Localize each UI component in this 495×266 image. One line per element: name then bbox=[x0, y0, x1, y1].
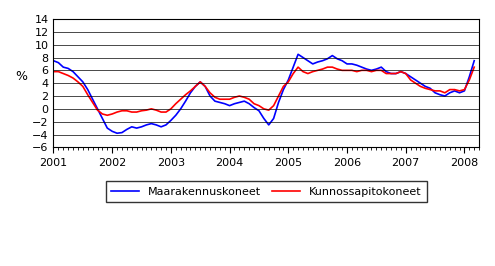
Kunnossapitokoneet bbox=[50, 70, 56, 73]
Kunnossapitokoneet bbox=[124, 109, 130, 112]
Maarakennuskoneet bbox=[266, 123, 272, 127]
Maarakennuskoneet bbox=[295, 53, 301, 56]
Maarakennuskoneet bbox=[178, 107, 184, 110]
Kunnossapitokoneet bbox=[295, 65, 301, 69]
Line: Maarakennuskoneet: Maarakennuskoneet bbox=[53, 54, 474, 133]
Maarakennuskoneet bbox=[471, 59, 477, 62]
Line: Kunnossapitokoneet: Kunnossapitokoneet bbox=[53, 67, 474, 115]
Maarakennuskoneet bbox=[124, 128, 130, 131]
Kunnossapitokoneet bbox=[403, 72, 409, 75]
Maarakennuskoneet bbox=[403, 72, 409, 75]
Maarakennuskoneet bbox=[50, 59, 56, 62]
Maarakennuskoneet bbox=[114, 132, 120, 135]
Maarakennuskoneet bbox=[148, 122, 154, 125]
Maarakennuskoneet bbox=[232, 102, 238, 105]
Legend: Maarakennuskoneet, Kunnossapitokoneet: Maarakennuskoneet, Kunnossapitokoneet bbox=[105, 181, 427, 202]
Kunnossapitokoneet bbox=[471, 65, 477, 69]
Kunnossapitokoneet bbox=[266, 109, 272, 112]
Kunnossapitokoneet bbox=[148, 107, 154, 110]
Y-axis label: %: % bbox=[15, 70, 27, 83]
Kunnossapitokoneet bbox=[232, 96, 238, 99]
Kunnossapitokoneet bbox=[104, 114, 110, 117]
Kunnossapitokoneet bbox=[178, 98, 184, 101]
